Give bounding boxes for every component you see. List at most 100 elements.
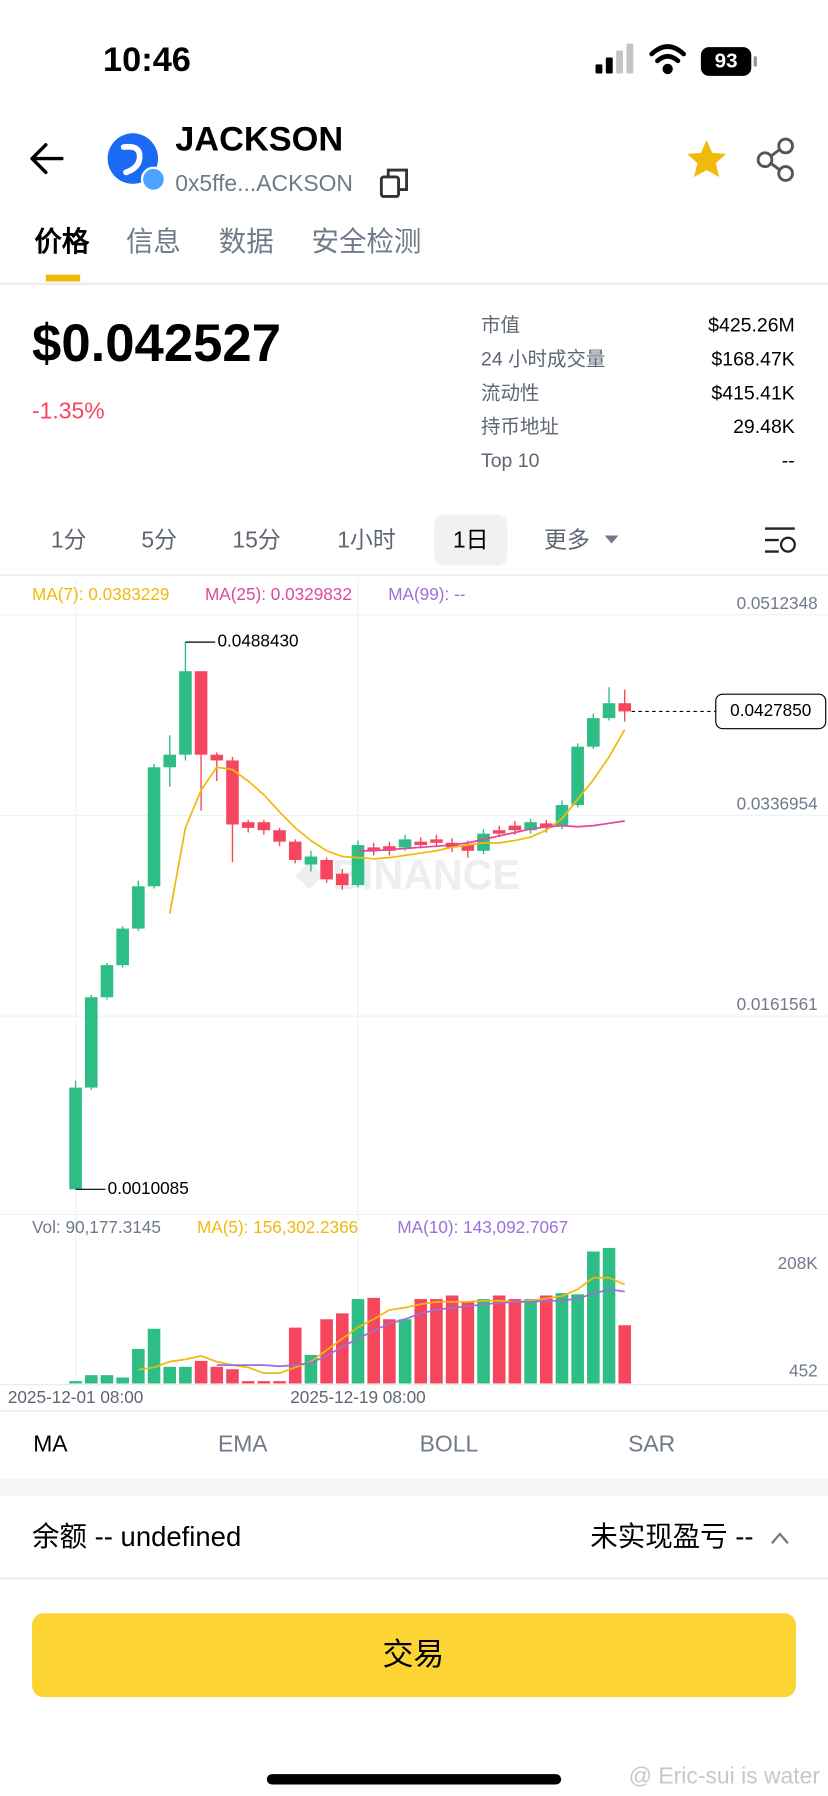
indicator-tab[interactable]: BOLL xyxy=(420,1431,479,1457)
volume-bar xyxy=(84,1375,98,1384)
candle-body xyxy=(524,822,537,831)
candle-body xyxy=(492,830,506,834)
interval-option[interactable]: 15分 xyxy=(232,526,280,552)
candle-body xyxy=(461,845,475,851)
volume-bar xyxy=(320,1319,333,1384)
stat-value: $425.26M xyxy=(708,314,795,336)
volume-bar xyxy=(524,1299,537,1384)
interval-option[interactable]: 5分 xyxy=(141,526,177,552)
volume-bar xyxy=(288,1327,302,1384)
watermark: @ Eric-sui is water xyxy=(629,1763,821,1789)
battery-tip xyxy=(753,56,757,67)
volume-bar xyxy=(398,1319,412,1384)
ma-line xyxy=(168,729,626,914)
chart-settings-button[interactable] xyxy=(765,527,796,553)
candle-body xyxy=(539,823,553,828)
candle-body xyxy=(147,767,161,887)
divider xyxy=(0,1409,828,1412)
tab[interactable]: 价格 xyxy=(34,226,89,257)
tab-indicator xyxy=(45,274,81,282)
candle-body xyxy=(257,822,271,831)
interval-option[interactable]: 1分 xyxy=(51,526,87,552)
stat-label: 持币地址 xyxy=(481,416,559,438)
volume-bar xyxy=(273,1381,286,1384)
volume-bar xyxy=(618,1325,632,1384)
candle-body xyxy=(587,718,600,747)
indicator-tab[interactable]: EMA xyxy=(218,1431,268,1457)
candle-body xyxy=(194,671,208,755)
high-label: 0.0488430 xyxy=(217,631,298,651)
candle-body xyxy=(69,1087,82,1190)
stat-label: 市值 xyxy=(481,314,520,336)
home-indicator xyxy=(266,1774,562,1785)
volume-bar xyxy=(210,1366,224,1384)
candle-body xyxy=(367,847,380,851)
x-tick-label: 2025-12-01 08:00 xyxy=(8,1387,143,1407)
volume-tick-label: 452 xyxy=(789,1361,818,1381)
candle-body xyxy=(241,822,255,828)
candle-body xyxy=(288,841,302,860)
candle-body xyxy=(336,873,349,886)
status-time: 10:46 xyxy=(103,41,191,79)
candle-body xyxy=(414,841,428,846)
token-logo xyxy=(120,143,143,176)
token-address: 0x5ffe...ACKSON xyxy=(175,170,353,196)
volume-bar xyxy=(414,1299,428,1384)
volume-bar xyxy=(257,1381,271,1384)
volume-bar xyxy=(430,1299,443,1384)
candle-body xyxy=(383,846,396,851)
candle-body xyxy=(618,703,632,712)
candle-body xyxy=(210,754,224,761)
volume-bar xyxy=(587,1251,600,1384)
legend-entry: MA(25): 0.0329832 xyxy=(205,584,352,604)
candle-body xyxy=(116,928,129,966)
price-change: -1.35% xyxy=(32,398,105,424)
volume-bar xyxy=(147,1328,161,1384)
expand-icon[interactable] xyxy=(771,1532,789,1544)
interval-option[interactable]: 1日 xyxy=(453,526,489,552)
indicator-tab[interactable]: SAR xyxy=(628,1431,675,1457)
volume-bar xyxy=(508,1299,522,1384)
candle-body xyxy=(602,703,616,719)
stat-value: $415.41K xyxy=(711,382,794,404)
candle-body xyxy=(351,845,365,886)
copy-button[interactable] xyxy=(379,168,408,198)
stat-label: Top 10 xyxy=(481,450,540,472)
volume-label: Vol: 90,177.3145 xyxy=(32,1217,161,1237)
share-button[interactable] xyxy=(756,137,794,182)
x-tick-label: 2025-12-19 08:00 xyxy=(290,1387,425,1407)
trade-button[interactable] xyxy=(32,1613,796,1698)
low-label: 0.0010085 xyxy=(108,1178,189,1198)
favorite-star[interactable] xyxy=(687,140,727,177)
indicator-tab[interactable]: MA xyxy=(33,1431,68,1457)
interval-option[interactable]: 1小时 xyxy=(337,526,396,552)
tab[interactable]: 安全检测 xyxy=(312,226,422,257)
volume-bar xyxy=(571,1294,584,1384)
ma-line xyxy=(357,820,625,852)
volume-bar xyxy=(226,1369,239,1384)
tab[interactable]: 信息 xyxy=(126,226,181,257)
volume-bar xyxy=(383,1319,396,1384)
stats: 市值 $425.26M 24 小时成交量 $168.47K 流动性 $415.41K 持币地… xyxy=(481,314,795,472)
interval-selected-bg xyxy=(434,514,508,566)
dropdown-arrow xyxy=(604,535,619,544)
volume-bar xyxy=(132,1349,145,1384)
y-tick-label: 0.0512348 xyxy=(737,593,818,613)
volume-ma-line xyxy=(216,1288,625,1368)
battery-icon xyxy=(700,47,752,76)
candle-body xyxy=(320,859,333,880)
token-name: JACKSON xyxy=(175,120,343,158)
stat-value: 29.48K xyxy=(733,416,795,438)
volume-bar xyxy=(367,1297,380,1384)
candle-body xyxy=(273,830,286,842)
back-button[interactable] xyxy=(30,143,64,175)
volume-bar xyxy=(539,1295,553,1384)
interval-option[interactable]: 更多 xyxy=(544,526,590,552)
tab[interactable]: 数据 xyxy=(219,226,274,257)
candle-body xyxy=(132,886,145,929)
candlestick-chart: BINANCE0.05123480.03369540.01615612025-1… xyxy=(0,580,828,1407)
indicator-tabs: MA EMA BOLL SAR xyxy=(33,1431,675,1457)
stat-value: -- xyxy=(782,450,795,472)
legend-entry: MA(99): -- xyxy=(388,584,465,604)
candle-body xyxy=(571,746,584,806)
